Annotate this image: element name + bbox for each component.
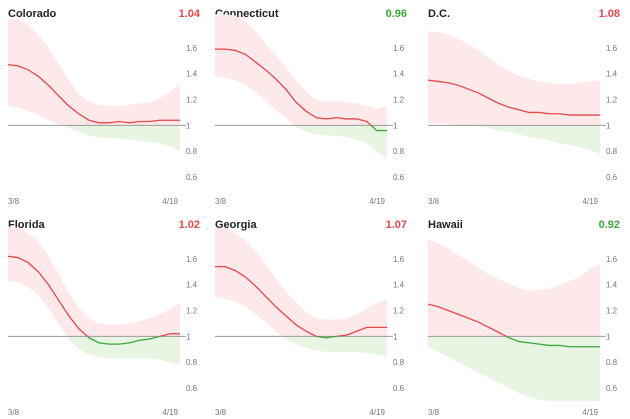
y-tick-label: 1.4 (606, 70, 618, 79)
band-below-area (458, 125, 600, 154)
panel-chart: 1.6 1.4 1.2 1 0.8 0.6 3/8 4/19 (8, 226, 198, 417)
y-tick-label: 0.8 (606, 358, 618, 367)
y-tick-label: 0.8 (393, 358, 405, 367)
median-line-below (86, 336, 163, 345)
panel-chart: 1.6 1.4 1.2 1 0.8 0.6 3/8 4/19 (428, 239, 618, 417)
x-tick-label: 3/8 (8, 408, 20, 417)
band-above-area (428, 31, 600, 126)
band-below-area (428, 336, 600, 401)
y-tick-label: 1 (186, 332, 191, 341)
chart-panel: Connecticut 0.96 1.6 1.4 1.2 1 0.8 0.6 3/8 4/19 (215, 8, 415, 208)
y-tick-label: 0.6 (186, 173, 198, 182)
median-line-above (8, 255, 180, 337)
y-tick-label: 1.4 (393, 281, 405, 290)
y-tick-label: 0.6 (393, 173, 405, 182)
x-tick-label: 4/19 (162, 197, 178, 206)
y-tick-label: 1 (186, 121, 191, 130)
y-tick-label: 0.8 (186, 147, 198, 156)
panel-chart: 1.6 1.4 1.2 1 0.8 0.6 3/8 4/19 (215, 14, 405, 206)
x-tick-label: 4/19 (369, 197, 385, 206)
panel-latest-value: 1.02 (178, 219, 200, 231)
y-tick-label: 1.4 (186, 281, 198, 290)
panel-title: D.C. (428, 8, 450, 20)
band-below-area (67, 336, 180, 365)
panel-latest-value: 1.07 (385, 219, 407, 231)
x-tick-label: 3/8 (428, 408, 440, 417)
band-above-area (8, 19, 180, 126)
band-below-area (61, 125, 180, 152)
y-tick-label: 1.6 (186, 44, 198, 53)
x-tick-label: 4/19 (162, 408, 178, 417)
chart-panel: Hawaii 0.92 1.6 1.4 1.2 1 0.8 0.6 3/8 4/19 (428, 219, 628, 419)
y-tick-label: 1.6 (393, 44, 405, 53)
x-tick-label: 4/19 (582, 408, 598, 417)
chart-panel: D.C. 1.08 1.6 1.4 1.2 1 0.8 0.6 3/8 4/19 (428, 8, 628, 208)
panel-chart: 1.6 1.4 1.2 1 0.8 0.6 3/8 4/19 (215, 227, 405, 417)
x-tick-label: 3/8 (215, 408, 227, 417)
y-tick-label: 1.4 (186, 70, 198, 79)
y-tick-label: 1.4 (606, 281, 618, 290)
y-tick-label: 1 (606, 121, 611, 130)
chart-panel: Florida 1.02 1.6 1.4 1.2 1 0.8 0.6 3/8 4/19 (8, 219, 208, 419)
y-tick-label: 1 (393, 332, 398, 341)
y-tick-label: 0.8 (606, 147, 618, 156)
y-tick-label: 0.6 (186, 384, 198, 393)
median-line-above (428, 303, 508, 337)
y-tick-label: 1.2 (393, 96, 405, 105)
band-below-area (282, 336, 387, 358)
y-tick-label: 1.6 (606, 44, 618, 53)
chart-panel: Colorado 1.04 1.6 1.4 1.2 1 0.8 0.6 3/8 4/19 (8, 8, 208, 208)
median-line-above (215, 48, 373, 126)
y-tick-label: 1.6 (393, 255, 405, 264)
y-tick-label: 1.2 (606, 96, 618, 105)
panel-chart: 1.6 1.4 1.2 1 0.8 0.6 3/8 4/19 (428, 31, 618, 206)
band-above-area (215, 14, 387, 126)
x-tick-label: 4/19 (582, 197, 598, 206)
x-tick-label: 3/8 (215, 197, 227, 206)
y-tick-label: 1.2 (393, 307, 405, 316)
y-tick-label: 0.8 (186, 358, 198, 367)
x-tick-label: 3/8 (8, 197, 20, 206)
y-tick-label: 0.8 (393, 147, 405, 156)
y-tick-label: 1.2 (606, 307, 618, 316)
x-tick-label: 3/8 (428, 197, 440, 206)
median-line-above (428, 79, 600, 116)
y-tick-label: 1.2 (186, 307, 198, 316)
x-tick-label: 4/19 (369, 408, 385, 417)
y-tick-label: 1 (393, 121, 398, 130)
median-line-below (504, 336, 600, 348)
band-below-area (294, 125, 387, 159)
band-above-area (428, 239, 600, 337)
panel-title: Hawaii (428, 219, 463, 231)
panel-chart: 1.6 1.4 1.2 1 0.8 0.6 3/8 4/19 (8, 19, 198, 206)
y-tick-label: 0.6 (393, 384, 405, 393)
panel-latest-value: 0.92 (598, 219, 620, 231)
y-tick-label: 1.6 (606, 255, 618, 264)
y-tick-label: 1.4 (393, 70, 405, 79)
y-tick-label: 0.6 (606, 384, 618, 393)
panel-latest-value: 0.96 (385, 8, 407, 20)
panel-latest-value: 1.08 (598, 8, 620, 20)
median-line-above (8, 64, 180, 124)
y-tick-label: 1 (606, 332, 611, 341)
y-tick-label: 1.6 (186, 255, 198, 264)
y-tick-label: 0.6 (606, 173, 618, 182)
y-tick-label: 1.2 (186, 96, 198, 105)
panel-latest-value: 1.04 (178, 8, 200, 20)
band-above-area (8, 226, 180, 337)
median-line-above (215, 265, 387, 337)
panel-title: Colorado (8, 8, 57, 20)
chart-panel: Georgia 1.07 1.6 1.4 1.2 1 0.8 0.6 3/8 4/19 (215, 219, 415, 419)
band-above-area (215, 227, 387, 337)
